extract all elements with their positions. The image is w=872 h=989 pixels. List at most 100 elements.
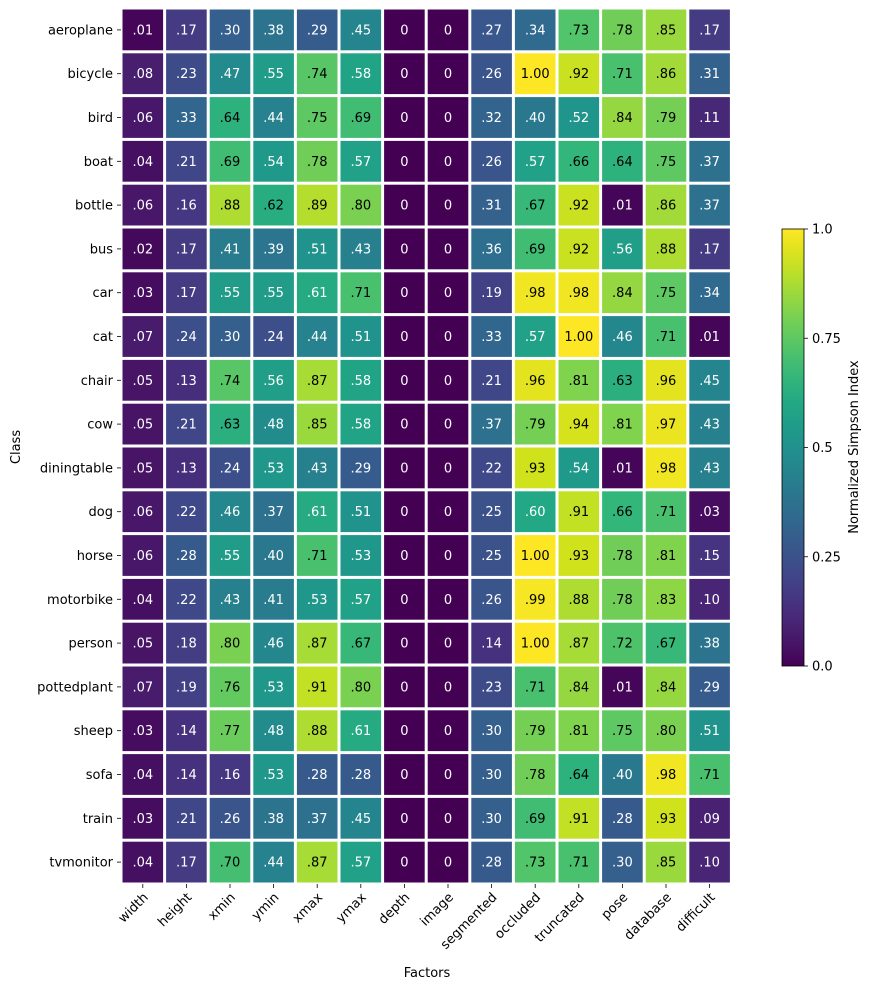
heatmap-cell bbox=[602, 491, 643, 533]
heatmap-cell bbox=[645, 9, 687, 51]
heatmap-cell bbox=[689, 622, 730, 664]
cell-value-label: .92 bbox=[568, 67, 589, 82]
heatmap-cell bbox=[558, 754, 600, 795]
cell-value-label: .91 bbox=[568, 505, 589, 520]
cell-value-label: .30 bbox=[612, 856, 633, 871]
heatmap-cell bbox=[471, 9, 512, 51]
cell-value-label: .01 bbox=[612, 199, 633, 214]
heatmap-cell bbox=[384, 316, 425, 357]
heatmap-cell bbox=[384, 272, 425, 314]
heatmap-cell bbox=[209, 535, 251, 576]
heatmap-cell bbox=[558, 841, 600, 883]
heatmap-cell bbox=[122, 666, 164, 708]
heatmap-cell bbox=[471, 754, 512, 795]
heatmap-cell bbox=[471, 535, 512, 576]
cell-value-label: .30 bbox=[220, 23, 241, 38]
heatmap-cell bbox=[340, 666, 382, 708]
heatmap-cell bbox=[384, 841, 425, 883]
heatmap-cell bbox=[645, 754, 687, 795]
heatmap-cell bbox=[602, 447, 643, 489]
heatmap-cell bbox=[166, 359, 207, 401]
heatmap-cell bbox=[514, 491, 556, 533]
cell-value-label: .79 bbox=[525, 724, 546, 739]
cell-value-label: .28 bbox=[176, 549, 197, 564]
heatmap-cell bbox=[471, 359, 512, 401]
cell-value-label: .28 bbox=[307, 768, 328, 783]
x-tick-label: xmax bbox=[290, 890, 326, 926]
cell-value-label: .54 bbox=[263, 155, 284, 170]
heatmap-cell bbox=[209, 272, 251, 314]
cell-value-label: 0 bbox=[444, 461, 452, 476]
cell-value-label: .99 bbox=[525, 593, 546, 608]
heatmap-cell bbox=[558, 622, 600, 664]
x-axis-label: Factors bbox=[404, 966, 451, 981]
colorbar-tick-label: 1.0 bbox=[812, 223, 833, 238]
cell-value-label: 0 bbox=[400, 286, 408, 301]
cell-value-label: .67 bbox=[525, 199, 546, 214]
cell-value-label: .28 bbox=[481, 856, 502, 871]
heatmap-cell bbox=[384, 535, 425, 576]
heatmap-cell bbox=[166, 578, 207, 620]
y-tick-labels: aeroplane bicycle bird boat bottle bus car cat c… bbox=[37, 23, 121, 871]
cell-value-label: .07 bbox=[132, 680, 153, 695]
cell-value-label: .71 bbox=[525, 680, 546, 695]
heatmap-cell bbox=[514, 578, 556, 620]
cell-value-label: .08 bbox=[132, 67, 153, 82]
cell-value-label: .61 bbox=[350, 724, 371, 739]
cell-value-label: .96 bbox=[656, 374, 677, 389]
cell-value-label: .92 bbox=[568, 199, 589, 214]
heatmap-cell bbox=[645, 272, 687, 314]
heatmap-cell bbox=[166, 316, 207, 357]
cell-value-label: .37 bbox=[263, 505, 284, 520]
heatmap-cell bbox=[514, 710, 556, 752]
cell-value-label: .39 bbox=[263, 242, 284, 257]
cell-value-label: .85 bbox=[656, 856, 677, 871]
heatmap-cell bbox=[471, 97, 512, 138]
heatmap-cell bbox=[384, 9, 425, 51]
heatmap-cell bbox=[471, 797, 512, 839]
heatmap-cell bbox=[384, 622, 425, 664]
cell-value-label: .44 bbox=[307, 330, 328, 345]
heatmap-cell bbox=[253, 578, 294, 620]
heatmap-cell bbox=[340, 535, 382, 576]
heatmap-cell bbox=[209, 841, 251, 883]
heatmap-cell bbox=[253, 359, 294, 401]
heatmap-cell bbox=[209, 491, 251, 533]
cell-value-label: 0 bbox=[400, 461, 408, 476]
heatmap-cell bbox=[253, 447, 294, 489]
cell-value-label: .79 bbox=[525, 418, 546, 433]
heatmap-cell bbox=[384, 403, 425, 445]
heatmap-cell bbox=[427, 53, 469, 95]
cell-value-label: .37 bbox=[481, 418, 502, 433]
heatmap-cell bbox=[602, 578, 643, 620]
heatmap-cell bbox=[558, 316, 600, 357]
cell-value-label: .74 bbox=[307, 67, 328, 82]
heatmap-cell bbox=[296, 578, 338, 620]
cell-value-label: .26 bbox=[481, 155, 502, 170]
cell-value-label: .81 bbox=[568, 724, 589, 739]
cell-value-label: .07 bbox=[132, 330, 153, 345]
y-tick-label: cow bbox=[87, 418, 113, 433]
cell-value-label: .60 bbox=[525, 505, 546, 520]
y-tick-label: sofa bbox=[86, 768, 113, 783]
heatmap-cell bbox=[689, 754, 730, 795]
heatmap-cell bbox=[602, 53, 643, 95]
cell-value-label: .81 bbox=[656, 549, 677, 564]
cell-value-label: .40 bbox=[612, 768, 633, 783]
cell-value-label: .43 bbox=[220, 593, 241, 608]
cell-value-label: .98 bbox=[656, 461, 677, 476]
heatmap-cell bbox=[296, 53, 338, 95]
y-tick-label: bus bbox=[90, 242, 113, 257]
heatmap-cell bbox=[209, 53, 251, 95]
heatmap-cell bbox=[384, 53, 425, 95]
cell-value-label: .93 bbox=[525, 461, 546, 476]
heatmap-cell bbox=[645, 622, 687, 664]
cell-value-label: .61 bbox=[307, 505, 328, 520]
cell-value-label: .31 bbox=[481, 199, 502, 214]
heatmap-cell bbox=[602, 710, 643, 752]
heatmap-cell bbox=[471, 666, 512, 708]
cell-value-label: .25 bbox=[481, 505, 502, 520]
cell-value-label: .21 bbox=[176, 418, 197, 433]
heatmap-cell bbox=[209, 578, 251, 620]
heatmap-cell bbox=[689, 272, 730, 314]
